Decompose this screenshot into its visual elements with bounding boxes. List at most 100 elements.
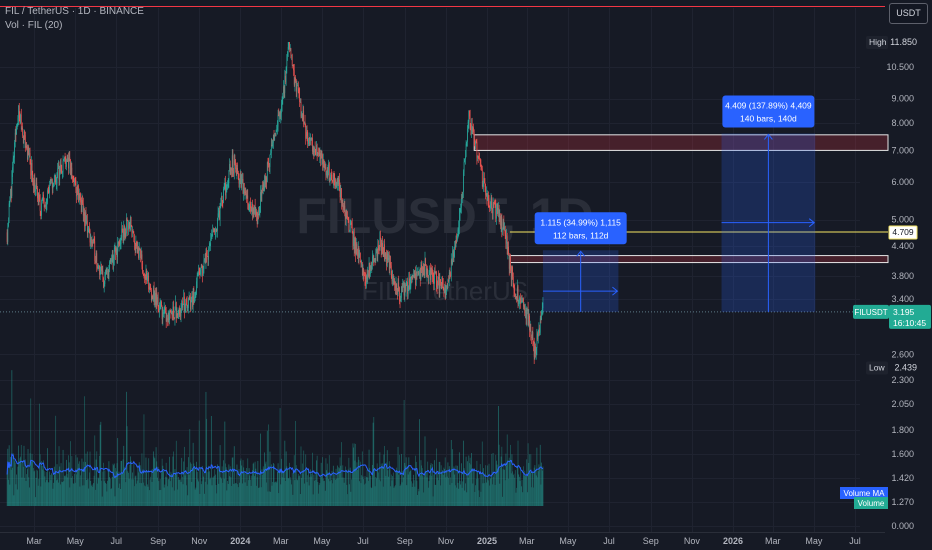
candle-body	[347, 217, 349, 221]
candle-body	[529, 315, 530, 331]
last-price-value: 3.195	[893, 307, 915, 317]
symbol-title[interactable]: FIL / TetherUS · 1D · BINANCE	[5, 6, 144, 17]
candle-body	[263, 184, 265, 191]
volume-bar	[59, 484, 61, 506]
candle-body	[434, 270, 435, 284]
volume-bar	[136, 480, 138, 506]
candle-body	[246, 193, 247, 199]
candle-body	[192, 288, 194, 307]
candle-body	[205, 251, 207, 264]
volume-bar	[297, 473, 299, 506]
volume-bar	[387, 470, 389, 506]
candle-body	[99, 265, 100, 275]
volume-bar	[346, 484, 348, 506]
candle-body	[475, 141, 477, 143]
volume-bar	[458, 452, 460, 506]
candle-body	[141, 254, 143, 267]
volume-bar	[252, 469, 253, 506]
candle-body	[79, 194, 81, 199]
currency-button[interactable]: USDT	[889, 3, 928, 24]
candle-body	[242, 178, 244, 194]
volume-indicator-title[interactable]: Vol · FIL (20)	[5, 20, 63, 31]
volume-bar	[412, 483, 414, 506]
candle-body	[248, 204, 249, 211]
candle-body	[18, 105, 20, 116]
candle-body	[256, 215, 258, 224]
candle-body	[409, 282, 411, 290]
candle-body	[357, 248, 359, 257]
candle-body	[273, 134, 274, 143]
volume-bar	[48, 482, 50, 506]
candle-body	[250, 207, 252, 212]
candle-body	[134, 243, 136, 250]
candle-body	[31, 163, 33, 175]
volume-bar	[370, 475, 371, 506]
x-tick-label: Jul	[603, 536, 615, 546]
candle-body	[50, 179, 52, 181]
volume-bar	[184, 475, 186, 506]
time-axis[interactable]: Mar May Jul Sep Nov 2024 Mar May Jul Sep Nov 2025 Ma…	[26, 536, 860, 546]
volume-bar	[261, 469, 263, 506]
volume-bar	[210, 477, 212, 506]
volume-bar	[415, 461, 417, 506]
volume-bar	[273, 464, 275, 506]
volume-bar	[334, 479, 336, 506]
volume-bar	[260, 487, 262, 506]
candle-body	[342, 199, 344, 206]
candle-body	[450, 274, 451, 277]
volume-bar	[150, 469, 152, 506]
volume-bar	[264, 452, 265, 506]
candle-body	[192, 296, 193, 307]
volume-bar	[367, 480, 369, 506]
volume-bar	[312, 494, 314, 506]
volume-bar	[79, 486, 81, 506]
volume-bar	[138, 472, 139, 506]
volume-bar	[516, 465, 518, 506]
volume-bar	[117, 487, 119, 506]
candle-body	[276, 129, 278, 132]
candle-body	[89, 227, 90, 231]
candle-body	[454, 246, 456, 248]
candle-body	[411, 275, 413, 278]
volume-bar	[155, 447, 157, 506]
candle-body	[396, 283, 398, 289]
candle-body	[121, 228, 123, 238]
candle-body	[155, 293, 156, 305]
volume-bar	[112, 463, 114, 506]
candle-body	[285, 66, 287, 82]
candle-body	[91, 238, 92, 244]
candle-body	[279, 112, 280, 116]
volume-bar	[278, 493, 280, 506]
candle-body	[408, 278, 410, 287]
candle-body	[250, 201, 251, 208]
price-axis[interactable]: 10.5009.0008.0007.0006.0005.0004.4003.80…	[886, 62, 914, 531]
volume-bar	[265, 461, 267, 506]
candle-body	[25, 145, 27, 148]
candle-body	[423, 269, 425, 276]
y-tick-label: 5.000	[891, 215, 914, 225]
volume-bar	[10, 457, 11, 506]
candle-body	[47, 190, 48, 202]
volume-bar	[443, 467, 445, 506]
candle-body	[58, 164, 60, 180]
volume-bar	[105, 482, 106, 506]
candle-body	[488, 201, 490, 207]
volume-bar	[539, 466, 540, 506]
candle-body	[482, 184, 484, 187]
volume-bar	[95, 489, 96, 506]
volume-bar	[446, 470, 447, 506]
candle-body	[491, 197, 493, 210]
high-tag-label: High	[869, 37, 887, 47]
volume-bar	[99, 455, 100, 506]
volume-bar	[78, 461, 80, 506]
volume-bar	[35, 477, 37, 506]
volume-bar	[276, 471, 278, 506]
volume-bar	[328, 478, 330, 506]
volume-bar	[342, 465, 344, 506]
candle-body	[526, 311, 528, 320]
volume-bar	[76, 474, 77, 506]
